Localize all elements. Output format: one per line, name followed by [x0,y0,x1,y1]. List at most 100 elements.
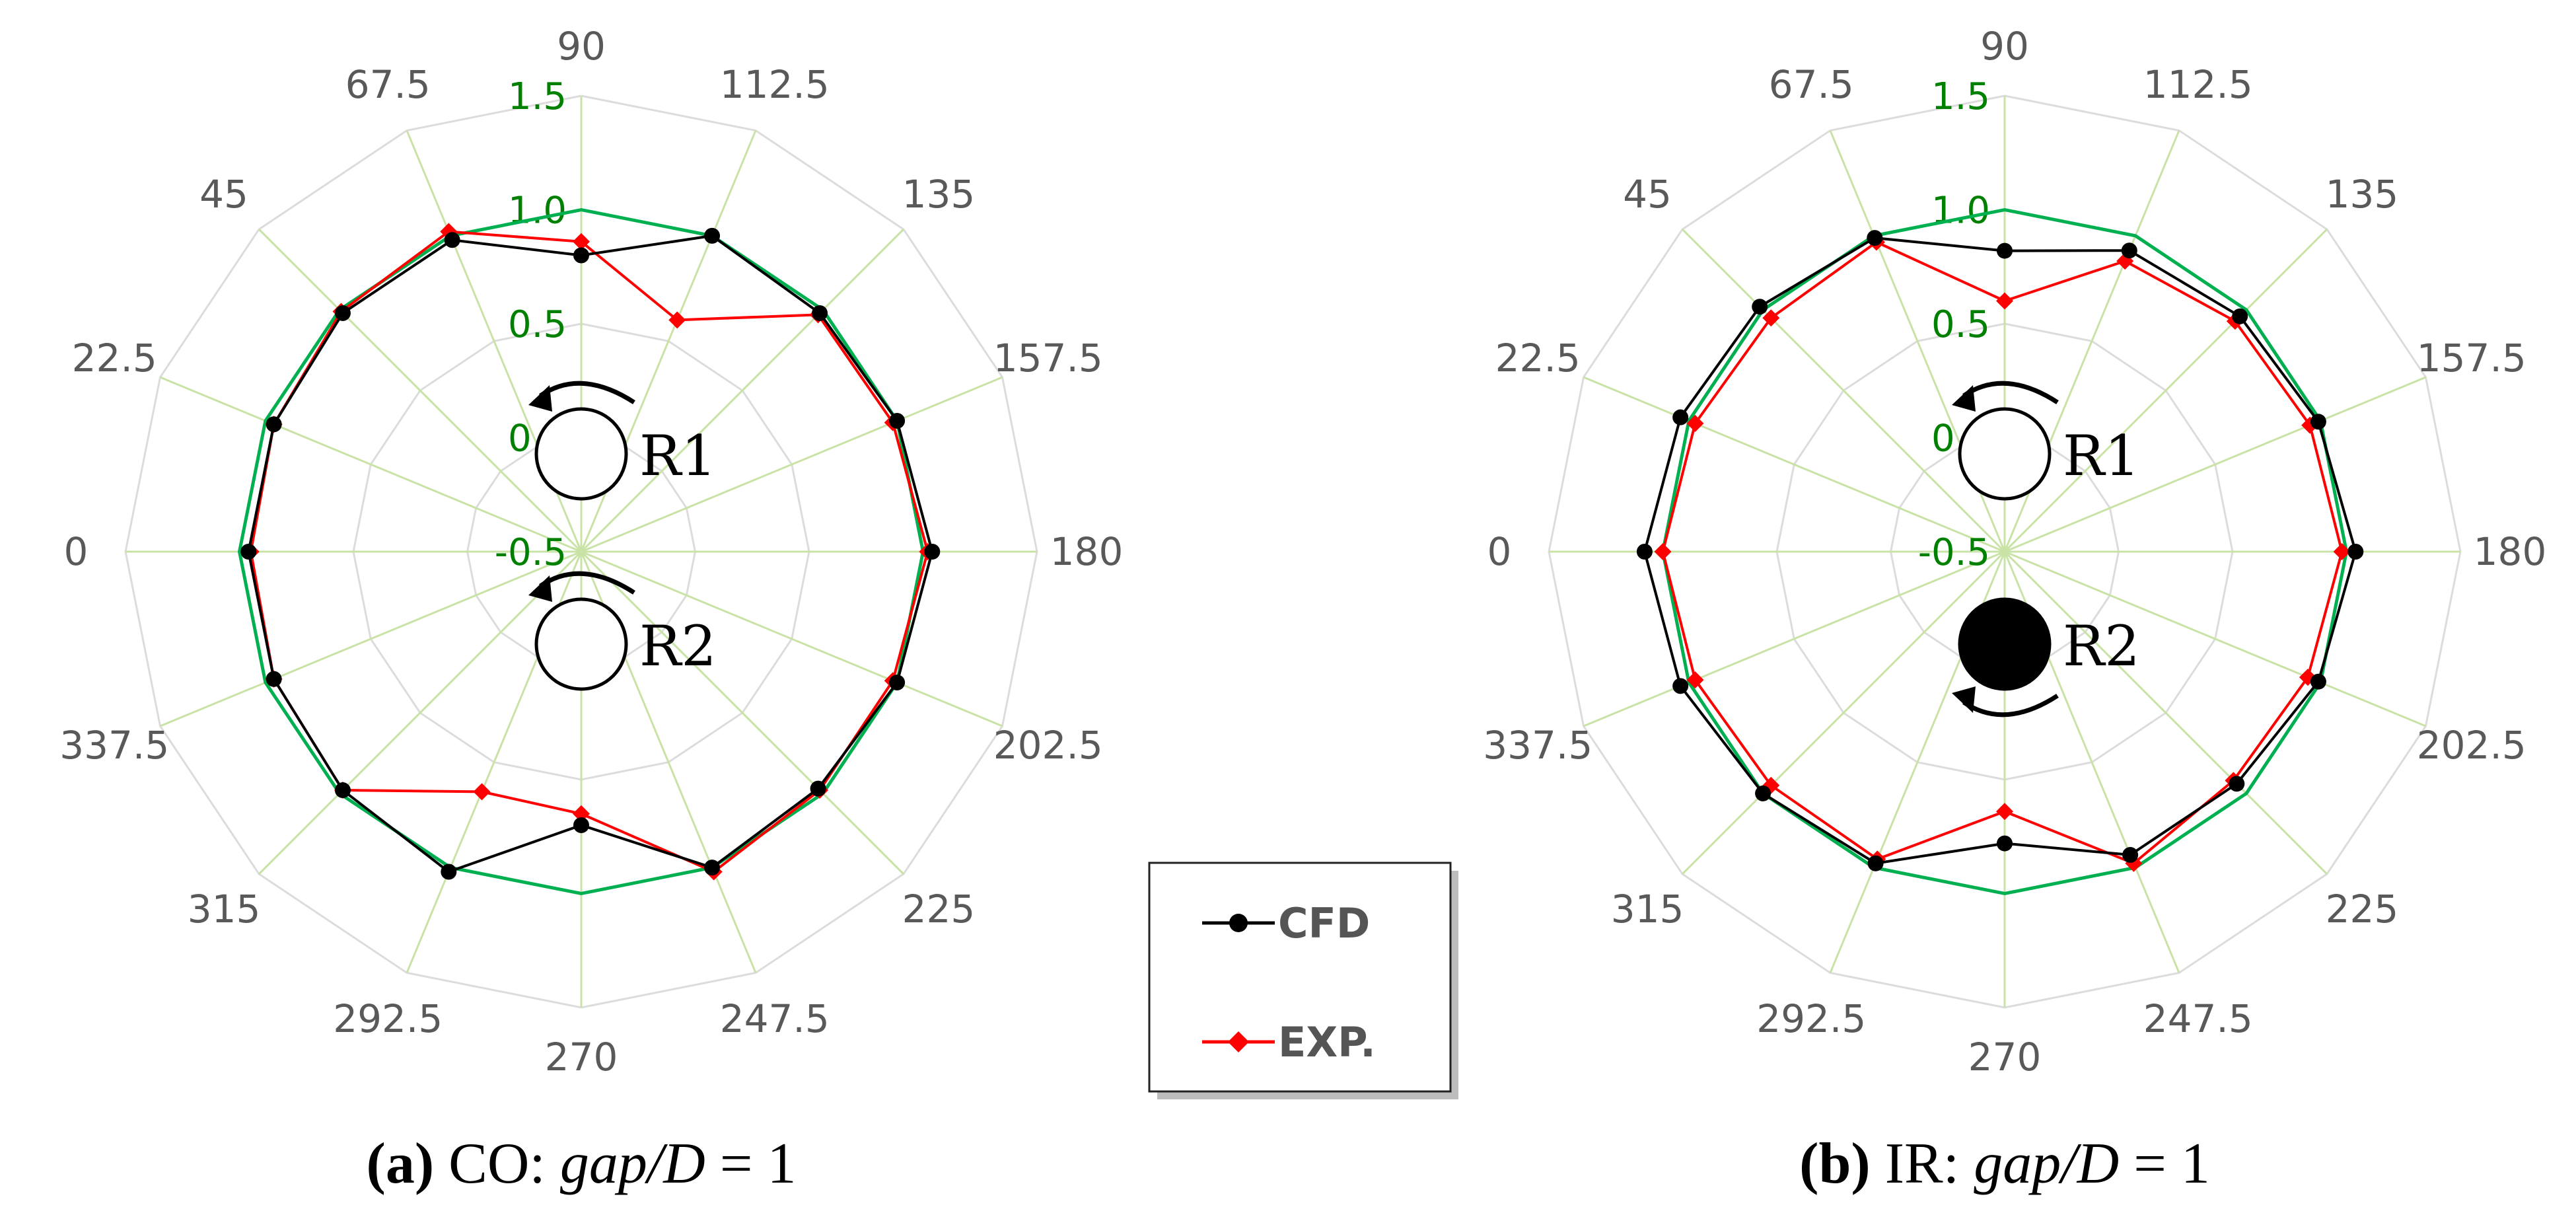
angle-tick-label: 247.5 [720,996,830,1041]
angle-tick-label: 292.5 [333,996,443,1041]
angle-tick-label: 67.5 [1769,62,1854,107]
caption-letter: (b) [1799,1132,1871,1196]
data-point-cfd [240,544,257,560]
data-point-exp [573,805,590,823]
caption-ratio-d: /D [644,1132,705,1196]
rotor-label: R1 [2063,423,2140,488]
angle-spoke [2004,550,2427,727]
radial-tick-label: 0.5 [1931,303,1990,346]
data-point-cfd [2122,846,2139,863]
caption-text: (b) IR: gap/D = 1 [1799,1132,2210,1196]
angle-tick-label: 157.5 [2417,336,2526,381]
angle-tick-label: 112.5 [2143,62,2253,107]
angle-tick-label: 180 [2474,529,2547,574]
angle-tick-label: 90 [1980,24,2029,69]
angle-spoke [1682,229,2006,553]
legend-item-cfd: CFD [1202,899,1370,947]
data-point-exp [1654,543,1672,560]
angle-spoke [159,376,582,553]
data-point-cfd [266,416,282,433]
data-point-cfd [704,227,721,244]
rotor-label: R2 [2063,614,2140,679]
angle-spoke [159,550,582,727]
data-point-cfd [1752,299,1768,315]
radial-tick-label: 1.0 [508,190,567,233]
angle-spoke [1583,376,2005,553]
data-point-exp [573,233,590,250]
data-point-exp [1996,803,2013,821]
radial-tick-label: 1.0 [1931,190,1990,233]
radial-tick-label: 1.5 [508,75,567,118]
angle-tick-label: 135 [2326,172,2399,217]
data-point-cfd [2347,544,2364,560]
angle-tick-label: 315 [1611,887,1684,932]
data-point-cfd [889,675,906,691]
legend-item-exp: EXP. [1202,1018,1376,1066]
angle-tick-label: 225 [902,887,976,932]
rotor-r2: R2 [528,571,717,691]
data-point-cfd [704,860,721,876]
data-point-cfd [1672,409,1689,425]
data-point-exp [473,783,491,801]
data-point-cfd [812,305,828,321]
legend-label-cfd: CFD [1278,899,1370,947]
angle-tick-label: 247.5 [2143,996,2253,1041]
rotation-arrow [1962,694,2059,717]
angle-tick-label: 202.5 [2417,723,2526,768]
rotation-arrow-head [528,385,552,412]
legend-box [1148,862,1452,1093]
data-point-cfd [2310,673,2326,690]
caption-text: (a) CO: gap/D = 1 [367,1132,797,1196]
angle-spoke [581,376,1003,553]
data-point-exp [1686,671,1704,689]
data-point-cfd [1755,785,1771,801]
angle-spoke [1583,550,2005,727]
angle-tick-label: 157.5 [993,336,1103,381]
data-point-cfd [1672,678,1689,694]
angle-spoke [2004,376,2427,553]
caption-mode: IR: [1871,1132,1974,1196]
angle-tick-label: 67.5 [345,62,431,107]
data-point-cfd [573,247,589,264]
data-point-cfd [266,671,282,687]
data-point-cfd [441,864,457,880]
angle-tick-label: 135 [902,172,976,217]
angle-spoke [580,550,904,875]
angle-tick-label: 270 [545,1035,618,1080]
data-point-cfd [2310,414,2326,430]
angle-tick-label: 315 [188,887,261,932]
data-point-cfd [810,780,826,797]
rotation-arrow-head [1952,385,1976,412]
angle-spoke [1682,550,2006,875]
data-point-exp [1996,292,2013,310]
caption-b: (b) IR: gap/D = 1 [1799,1132,2210,1196]
data-point-cfd [573,817,589,833]
angle-tick-label: 112.5 [720,62,830,107]
data-point-exp [1686,414,1704,432]
legend-label-exp: EXP. [1278,1018,1376,1066]
data-point-exp [2333,543,2351,560]
data-point-cfd [1997,242,2013,259]
data-point-cfd [2121,242,2137,259]
angle-tick-label: 0 [64,529,89,574]
radar-chart-b: 0 22.5 45 67.5 90 112.5 135 157.5 180 202.5 225 247… [1483,24,2546,1080]
angle-spoke [258,229,583,553]
rotor-circle [534,597,628,691]
angle-tick-label: 337.5 [1483,723,1592,768]
data-point-cfd [444,232,460,248]
rotor-circle [1958,597,2052,691]
caption-value: = 1 [2119,1132,2210,1196]
angle-tick-label: 22.5 [72,336,157,381]
rotation-arrow-head [528,575,552,602]
rotor-label: R2 [639,614,717,679]
angle-spoke [258,550,583,875]
data-point-cfd [1867,855,1884,871]
legend-marker-cfd [1229,914,1248,932]
angle-tick-label: 292.5 [1756,996,1866,1041]
caption-value: = 1 [705,1132,797,1196]
angle-tick-label: 22.5 [1495,336,1581,381]
caption-mode: CO: [434,1132,560,1196]
angle-tick-label: 337.5 [59,723,169,768]
data-point-exp [668,311,686,329]
angle-spoke [2003,229,2328,553]
